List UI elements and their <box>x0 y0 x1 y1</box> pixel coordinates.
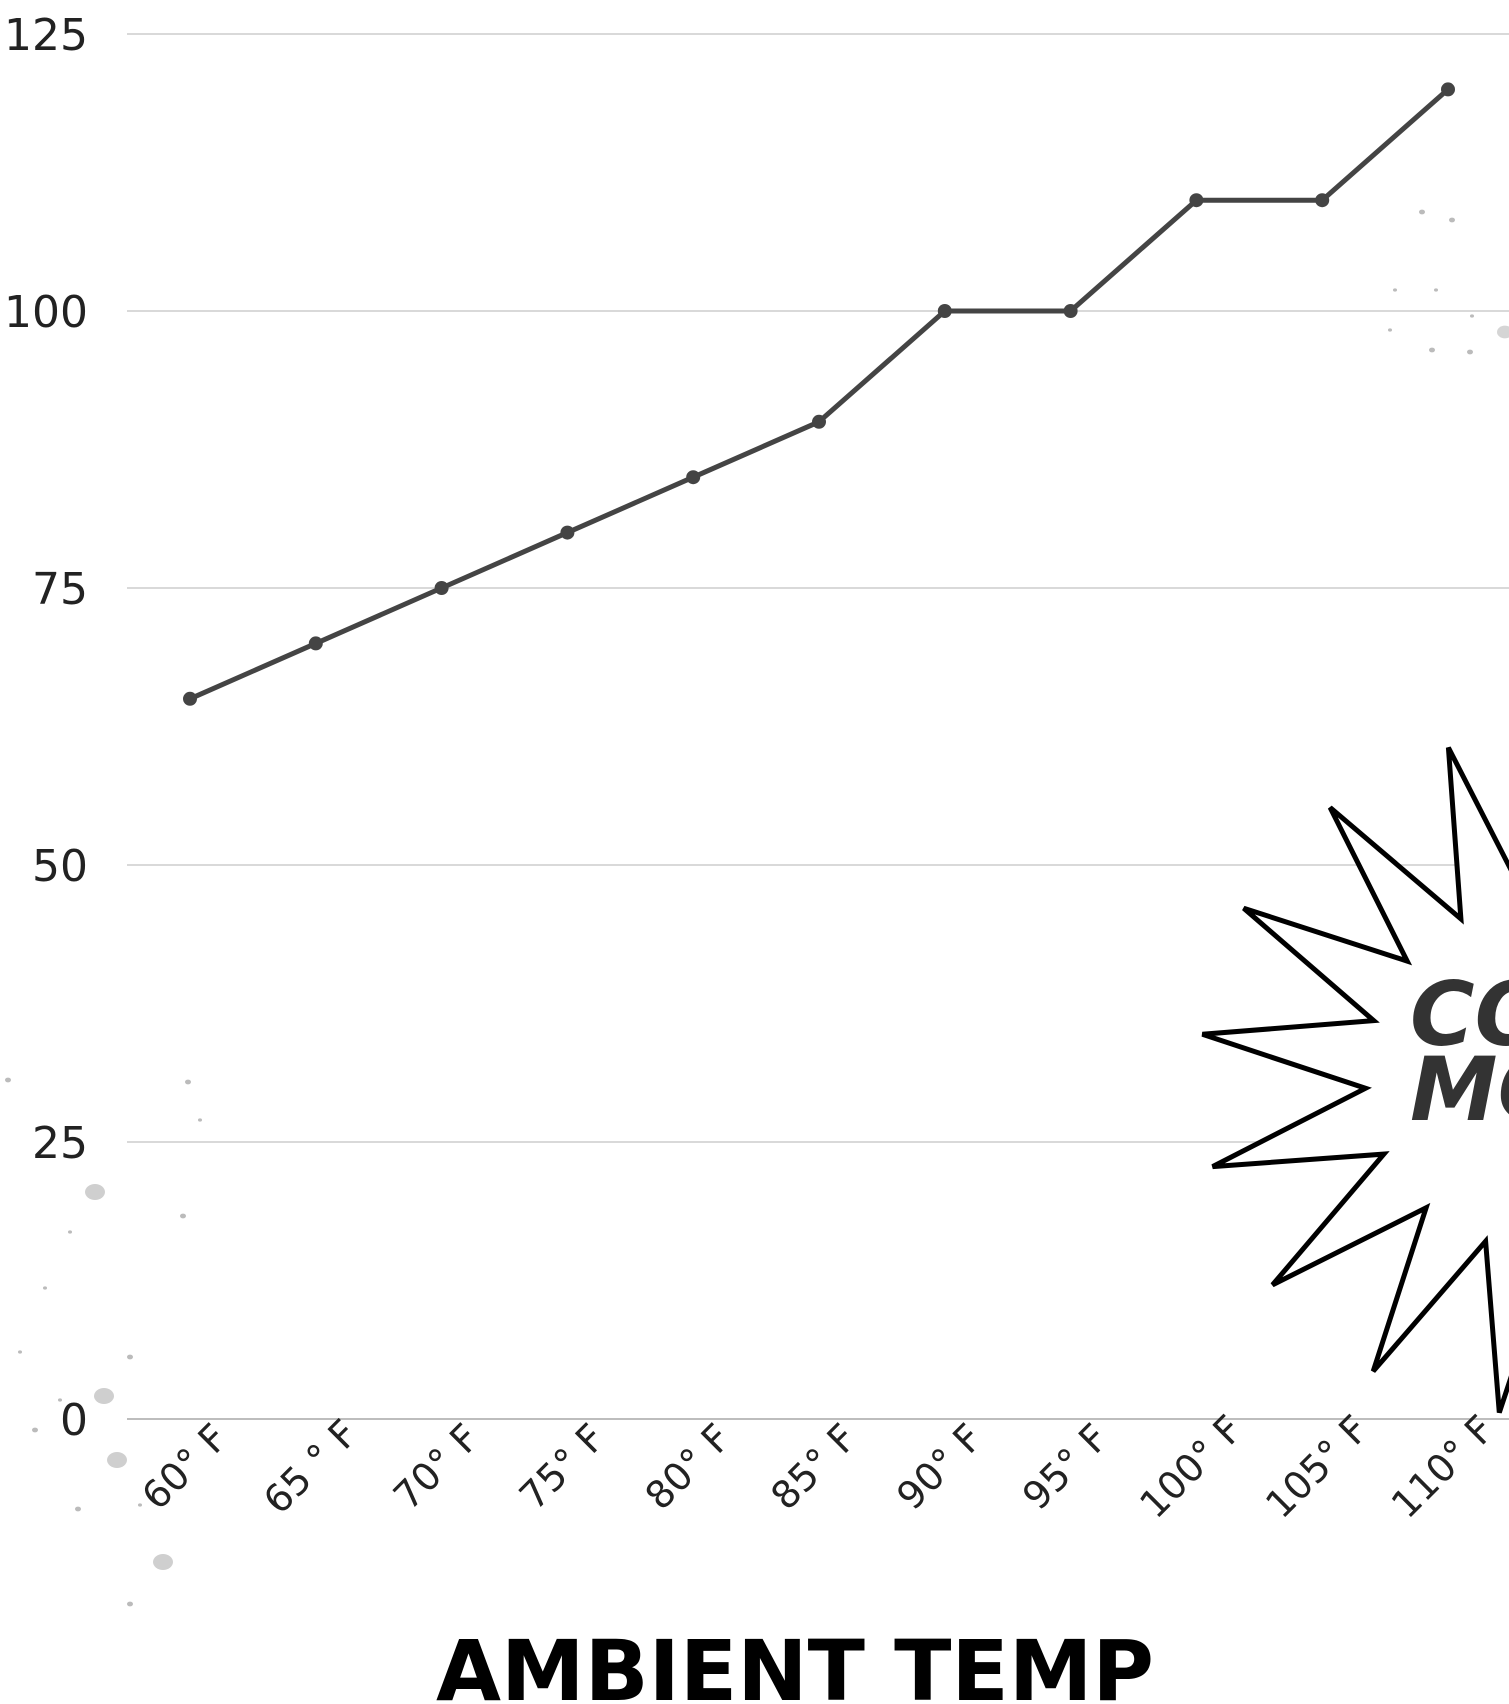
x-tick-label: 105° F <box>1257 1407 1377 1527</box>
speckle-dot <box>18 1350 22 1354</box>
speckle-dot <box>58 1398 62 1402</box>
x-tick-label: 75° F <box>511 1415 614 1518</box>
series-line <box>188 87 1450 702</box>
x-tick-label: 110° F <box>1383 1407 1503 1527</box>
speckle-dot <box>180 1213 186 1219</box>
x-tick-label: 100° F <box>1131 1407 1251 1527</box>
speckle-dot <box>198 1118 202 1122</box>
y-tick-label: 75 <box>32 564 88 615</box>
speckle-dot <box>185 1079 191 1085</box>
y-axis-ticks: 0 25 50 75 100 125 <box>4 10 88 1446</box>
y-tick-label: 50 <box>32 841 88 892</box>
burst-text-line2: MO <box>1410 1038 1509 1141</box>
starburst-badge: CO MO <box>1201 746 1509 1414</box>
speckle-dot <box>75 1506 81 1512</box>
speckle-dot <box>1467 349 1473 355</box>
data-point <box>560 525 575 540</box>
x-tick-label: 95° F <box>1014 1415 1117 1518</box>
speckle-dot <box>94 1388 114 1404</box>
data-point <box>434 581 449 595</box>
speckle-dot <box>1449 217 1455 223</box>
data-point <box>1315 193 1330 208</box>
x-tick-label: 85° F <box>762 1415 865 1518</box>
speckle-dot <box>107 1452 127 1468</box>
speckle-dot <box>1388 328 1392 332</box>
y-tick-label: 25 <box>32 1118 88 1169</box>
speckle-dot <box>1419 209 1425 215</box>
speckle-dot <box>127 1601 133 1607</box>
y-tick-label: 125 <box>4 10 88 61</box>
burst-text-line1: CO <box>1410 963 1509 1066</box>
data-point <box>686 470 701 485</box>
speckle-dot <box>1393 288 1397 292</box>
data-point <box>308 636 323 651</box>
x-tick-label: 65 ° F <box>255 1411 366 1522</box>
speckle-dot <box>138 1503 142 1507</box>
y-tick-label: 100 <box>4 287 88 338</box>
x-tick-label: 80° F <box>637 1415 740 1518</box>
x-tick-label: 70° F <box>385 1415 488 1518</box>
data-point <box>1063 304 1078 318</box>
speckle-dot <box>153 1554 173 1570</box>
speckle-dot <box>1470 314 1474 318</box>
speckle-dot <box>43 1286 47 1290</box>
data-point <box>1441 82 1455 97</box>
series-group <box>183 82 1455 706</box>
background-speckles <box>5 209 1509 1607</box>
grid-lines <box>127 33 1509 1420</box>
starburst-shape <box>1201 746 1509 1414</box>
speckle-dot <box>1429 347 1435 353</box>
data-point <box>937 304 952 318</box>
speckle-dot <box>68 1230 72 1234</box>
x-axis-label: AMBIENT TEMP <box>436 1622 1154 1704</box>
speckle-dot <box>32 1427 38 1433</box>
speckle-dot <box>85 1184 105 1200</box>
x-axis-ticks: 60° F 65 ° F 70° F 75° F 80° F 85° F 90° F 95° … <box>133 1407 1502 1527</box>
y-tick-label: 0 <box>60 1395 88 1446</box>
x-tick-label: 60° F <box>133 1415 236 1518</box>
speckle-dot <box>1497 325 1509 339</box>
x-tick-label: 90° F <box>888 1415 991 1518</box>
data-point <box>183 691 197 706</box>
data-point <box>1189 193 1204 208</box>
speckle-dot <box>1434 288 1438 292</box>
speckle-dot <box>5 1077 11 1083</box>
speckle-dot <box>127 1354 133 1360</box>
data-point <box>812 414 826 429</box>
